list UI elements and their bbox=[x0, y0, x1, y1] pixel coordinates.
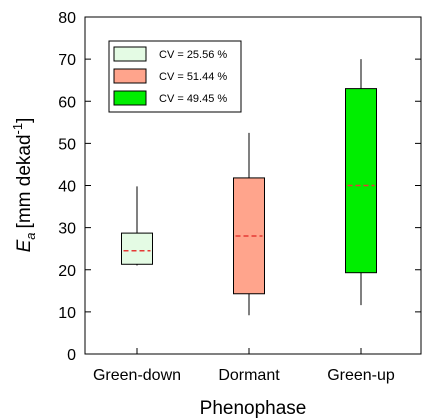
box bbox=[345, 88, 377, 274]
y-axis-title-symbol: E bbox=[14, 239, 35, 252]
legend-label: CV = 51.44 % bbox=[159, 71, 227, 83]
x-tick-label: Green-up bbox=[327, 367, 395, 384]
legend-swatch bbox=[113, 90, 147, 106]
y-tick-label: 70 bbox=[58, 52, 76, 69]
legend-swatch bbox=[113, 46, 147, 62]
legend-label: CV = 25.56 % bbox=[159, 49, 227, 61]
y-axis-title-subscript: a bbox=[23, 232, 38, 239]
legend-swatch bbox=[113, 68, 147, 84]
x-axis: Green-down Dormant Green-up bbox=[93, 348, 395, 384]
x-tick-label: Green-down bbox=[93, 367, 181, 384]
y-axis-title-unit: [mm dekad bbox=[14, 134, 35, 228]
y-tick-label: 0 bbox=[67, 347, 76, 364]
y-tick-label: 50 bbox=[58, 136, 76, 153]
box-series bbox=[121, 59, 377, 316]
y-axis-title-exponent: -1 bbox=[10, 123, 25, 135]
y-tick-label: 30 bbox=[58, 221, 76, 238]
legend-label: CV = 49.45 % bbox=[159, 93, 227, 105]
legend: CV = 25.56 % CV = 51.44 % CV = 49.45 % bbox=[108, 40, 242, 113]
y-axis-title: Ea [mm dekad-1] bbox=[10, 118, 38, 253]
y-tick-label: 80 bbox=[58, 10, 76, 27]
box bbox=[121, 232, 153, 265]
y-tick-label: 10 bbox=[58, 305, 76, 322]
x-axis-title: Phenophase bbox=[200, 398, 307, 419]
y-tick-label: 20 bbox=[58, 263, 76, 280]
y-tick-label: 40 bbox=[58, 179, 76, 196]
y-tick-label: 60 bbox=[58, 94, 76, 111]
y-axis-title-close: ] bbox=[14, 118, 35, 123]
x-tick-label: Dormant bbox=[218, 367, 280, 384]
y-axis: 0 10 20 30 40 50 60 70 80 bbox=[58, 10, 421, 364]
